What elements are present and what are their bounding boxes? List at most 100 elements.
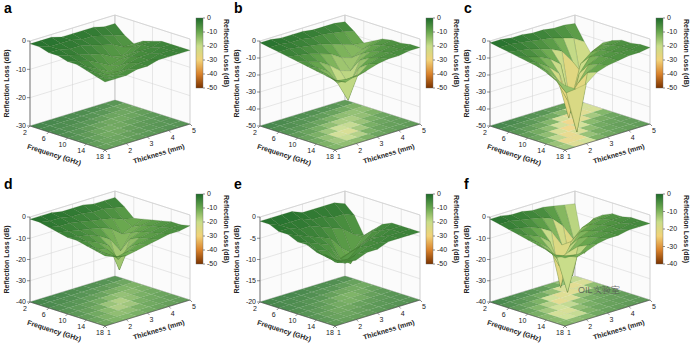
y-tick (399, 307, 401, 309)
y-tick (378, 313, 380, 315)
surface-cell (518, 235, 538, 243)
colorbar-tick (203, 222, 205, 223)
z-grid-line (260, 276, 420, 302)
colorbar: -50-40-30-20-100Reflection Loss (dB) (426, 190, 460, 267)
y-tick (608, 313, 610, 315)
colorbar-tick (433, 250, 435, 251)
axes: -30-20-100Reflection Loss (dB)26101418Fr… (3, 37, 196, 167)
z-tick-label: -30 (16, 277, 26, 284)
z-tick (487, 217, 490, 218)
colorbar-tick-label: -10 (667, 208, 677, 215)
surface-cell (159, 228, 179, 234)
z-tick (27, 238, 30, 239)
panel: -50-40-30-20-100Reflection Loss (dB)2610… (463, 0, 690, 167)
colorbar-tick (433, 46, 435, 47)
surface-cell (619, 224, 639, 230)
x-tick (333, 150, 335, 152)
y-tick-label: 1 (337, 329, 341, 336)
colorbar-tick (433, 18, 435, 19)
colorbar-tick-label: -10 (207, 204, 217, 211)
surface-cell (537, 245, 557, 258)
y-tick (190, 124, 192, 126)
x-tick-label: 18 (556, 153, 564, 160)
surface-cell (307, 66, 327, 74)
surface-cell (557, 256, 577, 292)
z-tick-label: 0 (252, 37, 256, 44)
x-axis-title: Frequency (GHz) (256, 319, 312, 344)
z-tick (257, 280, 260, 281)
surface (490, 204, 650, 293)
colorbar-tick-label: 0 (207, 14, 211, 21)
z-tick-label: -10 (476, 54, 486, 61)
colorbar-tick-label: -50 (437, 260, 447, 267)
y-tick (105, 150, 107, 152)
colorbar: -50-40-30-20-100Reflection Loss (dB) (426, 14, 460, 91)
x-grid-line (68, 27, 153, 138)
y-tick (608, 137, 610, 139)
panel: -40-30-20-100Reflection Loss (dB)2610141… (463, 176, 690, 343)
x-grid-line (68, 203, 153, 314)
colorbar: -50-40-30-20-100Reflection Loss (dB) (196, 14, 230, 91)
x-grid-line (86, 33, 171, 144)
grid (490, 15, 650, 150)
colorbar-tick (433, 194, 435, 195)
surface-cell (106, 75, 126, 78)
colorbar-title: Reflection Loss (dB) (222, 195, 230, 263)
colorbar-tick-label: -40 (437, 70, 447, 77)
z-tick (27, 280, 30, 281)
surface-cell (149, 233, 169, 239)
x-tick (296, 314, 298, 316)
y-tick (586, 144, 588, 146)
colorbar-tick-label: -50 (437, 84, 447, 91)
y-tick-label: 5 (652, 303, 656, 310)
colorbar-tick-label: 0 (207, 190, 211, 197)
colorbar-tick (663, 60, 665, 61)
z-grid-line (30, 276, 190, 302)
surface (30, 24, 190, 83)
z-grid-line (260, 191, 420, 217)
y-tick (148, 313, 150, 315)
panel: -40-30-20-100Reflection Loss (dB)2610141… (3, 176, 230, 343)
grid (30, 15, 190, 150)
y-tick-label: 2 (128, 323, 132, 330)
z-tick-label: -20 (476, 256, 486, 263)
colorbar-tick-label: -20 (667, 42, 677, 49)
axes: -20-15-10-50Reflection Loss (dB)26101418… (233, 213, 426, 343)
colorbar-tick (663, 194, 665, 195)
colorbar: -50-40-30-20-100Reflection Loss (dB) (656, 14, 690, 91)
panel-label: f (464, 176, 469, 192)
floor-map (30, 276, 190, 326)
surface-cell (358, 246, 378, 254)
y-tick-label: 5 (422, 127, 426, 134)
x-axis-title: Frequency (GHz) (486, 319, 542, 344)
colorbar-tick-label: -10 (667, 28, 677, 35)
z-tick-label: 0 (22, 37, 26, 44)
y-tick (126, 144, 128, 146)
colorbar-tick (663, 264, 665, 265)
z-tick-label: -20 (16, 256, 26, 263)
x-grid-line (509, 21, 594, 132)
z-tick (257, 75, 260, 76)
z-tick-label: -40 (246, 105, 256, 112)
z-tick (27, 217, 30, 218)
x-tick (526, 138, 528, 140)
colorbar-tick (203, 88, 205, 89)
y-tick-label: 3 (150, 316, 154, 323)
z-tick (257, 58, 260, 59)
colorbar-tick (203, 32, 205, 33)
floor-cell (96, 320, 116, 326)
x-axis-title: Frequency (GHz) (486, 143, 542, 168)
y-tick-label: 1 (107, 153, 111, 160)
z-tick-label: -10 (246, 256, 256, 263)
x-tick (488, 302, 490, 304)
surface (260, 203, 420, 264)
x-tick-label: 6 (272, 135, 276, 142)
colorbar-tick (433, 222, 435, 223)
floor (260, 276, 420, 326)
floor-cell (556, 144, 576, 150)
surface-cell (298, 62, 318, 69)
colorbar-tick-label: -10 (437, 28, 447, 35)
y-tick-label: 1 (337, 153, 341, 160)
z-tick (27, 69, 30, 70)
surface-cell (518, 57, 538, 64)
